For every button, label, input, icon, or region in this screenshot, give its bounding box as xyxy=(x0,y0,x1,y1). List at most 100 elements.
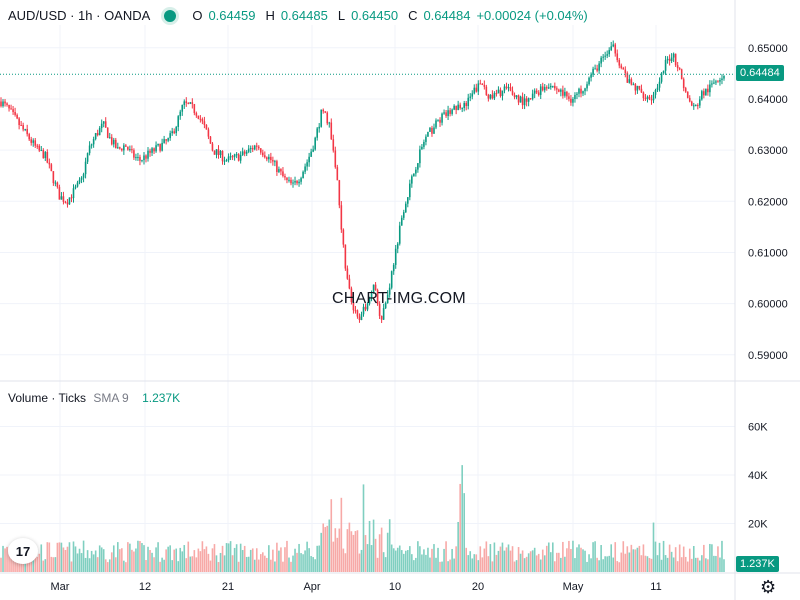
volume-bar xyxy=(104,559,107,572)
candle-body xyxy=(191,102,194,105)
candle-body xyxy=(272,160,274,162)
volume-bar xyxy=(642,544,645,572)
tradingview-logo-icon[interactable]: 17 xyxy=(8,538,38,564)
volume-bar xyxy=(340,497,343,572)
candle-body xyxy=(537,92,540,95)
candle-body xyxy=(660,73,663,82)
candle-body xyxy=(245,151,248,154)
candle-body xyxy=(56,182,59,187)
candle-body xyxy=(652,94,655,101)
volume-bar xyxy=(169,545,171,572)
volume-bar xyxy=(207,553,210,572)
volume-bar xyxy=(76,553,79,572)
candle-body xyxy=(644,98,647,100)
candle-body xyxy=(690,101,693,106)
candle-body xyxy=(294,181,296,183)
candle-body xyxy=(435,120,437,128)
candle-body xyxy=(163,139,165,143)
candle-body xyxy=(588,77,590,85)
candle-body xyxy=(18,118,20,126)
candle-body xyxy=(129,149,131,151)
gear-icon[interactable]: ⚙ xyxy=(760,577,777,597)
volume-bar xyxy=(467,555,470,572)
candle-body xyxy=(366,303,369,310)
candle-body xyxy=(282,171,284,177)
volume-bar xyxy=(652,522,655,572)
candle-body xyxy=(30,139,33,143)
volume-legend[interactable]: Volume · Ticks SMA 9 1.237K xyxy=(8,391,180,405)
change-value: +0.00024 (+0.04%) xyxy=(476,8,588,23)
volume-bar xyxy=(596,557,598,572)
symbol-title[interactable]: AUD/USD · 1h · OANDA xyxy=(8,8,151,23)
candle-body xyxy=(137,156,139,158)
volume-bar xyxy=(193,550,196,572)
candle-body xyxy=(572,98,574,103)
volume-bar xyxy=(670,551,673,572)
volume-bar xyxy=(187,541,190,572)
candle-body xyxy=(92,139,95,145)
candle-body xyxy=(576,93,578,95)
high-key: H xyxy=(265,8,275,23)
volume-bar xyxy=(114,557,117,572)
candle-body xyxy=(253,145,256,150)
volume-bar xyxy=(149,550,151,572)
volume-bar xyxy=(78,548,81,572)
volume-bar xyxy=(455,546,457,572)
volume-bar xyxy=(588,554,590,572)
volume-bar xyxy=(409,546,411,572)
candle-body xyxy=(308,156,310,163)
volume-bar xyxy=(400,550,403,572)
volume-bar xyxy=(439,561,441,572)
volume-bar xyxy=(537,553,540,572)
candle-body xyxy=(378,304,381,316)
candle-body xyxy=(243,151,246,154)
candle-body xyxy=(300,178,302,182)
candle-body xyxy=(409,183,411,198)
volume-bar xyxy=(608,555,610,572)
candle-body xyxy=(141,160,143,162)
volume-bar xyxy=(616,561,619,572)
time-tick-label: May xyxy=(563,581,584,593)
volume-bar xyxy=(662,540,665,572)
candle-body xyxy=(717,81,719,83)
volume-bar xyxy=(255,548,258,572)
volume-bar xyxy=(465,547,468,572)
candle-body xyxy=(280,169,282,172)
volume-bar xyxy=(632,549,635,572)
candle-body xyxy=(402,212,405,218)
volume-bar xyxy=(219,552,222,572)
volume-bar xyxy=(634,549,637,572)
volume-bar xyxy=(648,557,651,572)
price-tick-label: 0.63000 xyxy=(748,145,788,157)
candle-body xyxy=(36,145,39,147)
volume-bar xyxy=(521,550,524,572)
candle-body xyxy=(102,121,105,124)
volume-bar xyxy=(74,546,77,572)
volume-bar xyxy=(84,557,87,572)
volume-bar xyxy=(185,558,188,572)
volume-bar xyxy=(119,549,121,572)
candle-body xyxy=(684,88,687,92)
candle-body xyxy=(620,65,623,68)
candle-body xyxy=(584,88,586,92)
candle-body xyxy=(328,122,331,124)
candle-body xyxy=(596,68,598,71)
candle-body xyxy=(296,181,298,184)
candle-body xyxy=(80,177,83,180)
candle-body xyxy=(501,90,504,96)
volume-bar xyxy=(398,545,401,572)
candle-body xyxy=(219,150,222,156)
volume-bar xyxy=(346,529,349,572)
candle-body xyxy=(545,87,548,89)
volume-bar xyxy=(650,558,653,572)
candle-body xyxy=(74,186,77,189)
volume-bar xyxy=(40,544,43,572)
candle-body xyxy=(70,197,73,199)
candle-body xyxy=(676,65,679,69)
volume-bar xyxy=(481,557,484,572)
candle-body xyxy=(392,264,395,272)
time-tick-label: 21 xyxy=(222,581,234,593)
last-price-tag: 0.64484 xyxy=(736,65,784,81)
candle-body xyxy=(205,124,208,130)
